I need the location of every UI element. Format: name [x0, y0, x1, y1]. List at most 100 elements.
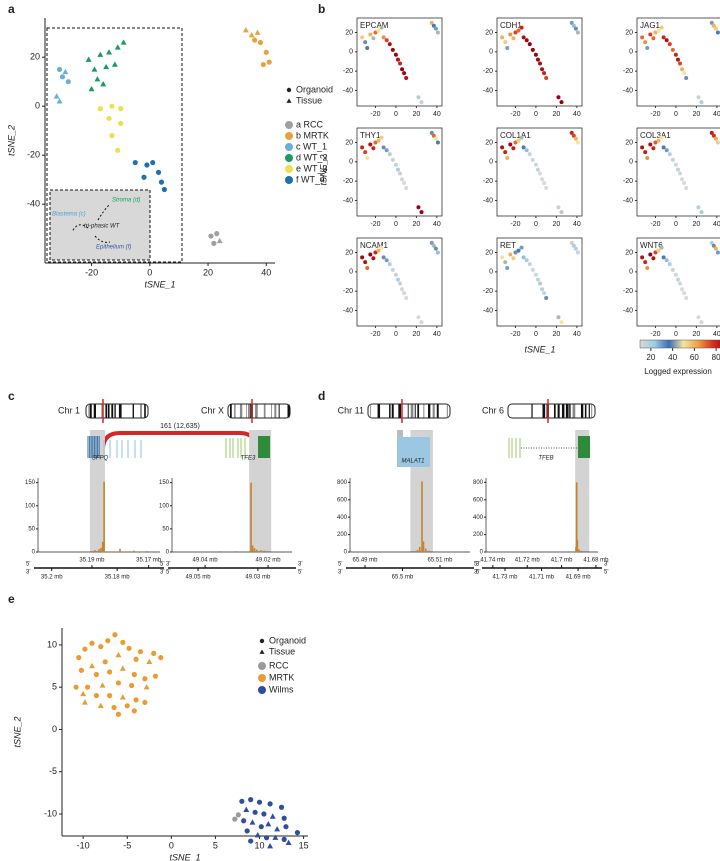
x-tick-label: -10	[77, 840, 90, 850]
y-tick-label: 0	[349, 269, 353, 276]
chromosome-label: Chr 6	[482, 405, 504, 415]
legend-swatch	[285, 165, 293, 173]
point	[571, 23, 576, 28]
point	[648, 252, 653, 257]
point	[416, 315, 421, 320]
point	[393, 272, 398, 277]
y-tick-label: 5	[52, 682, 57, 692]
point	[65, 79, 71, 85]
coverage-bar	[119, 548, 121, 552]
y-tick-label: -10	[44, 808, 57, 818]
point	[244, 828, 250, 834]
point	[648, 32, 653, 37]
panel-title: NCAM1	[360, 241, 389, 250]
point	[402, 291, 407, 296]
point	[283, 824, 289, 830]
point	[682, 71, 687, 76]
point	[678, 171, 683, 176]
point	[59, 74, 66, 80]
panel-frame	[496, 127, 583, 217]
point	[544, 75, 549, 80]
point	[667, 152, 672, 157]
y-tick-label: 800	[473, 480, 484, 486]
x-tick-label: 20	[412, 111, 420, 118]
strand-label: 5'	[26, 562, 30, 568]
coverage-bar	[100, 547, 102, 552]
y-tick-label: 400	[473, 515, 484, 521]
point	[404, 75, 409, 80]
coverage-bar	[422, 541, 425, 552]
point	[542, 71, 547, 76]
point	[656, 138, 661, 143]
band	[432, 404, 435, 418]
strand-label: 3'	[160, 570, 164, 576]
point	[661, 255, 666, 260]
point	[542, 181, 547, 186]
point	[675, 167, 680, 172]
point	[696, 95, 701, 100]
point	[711, 133, 716, 138]
point	[540, 287, 545, 292]
point	[129, 682, 135, 689]
point	[500, 255, 505, 260]
legend-marker	[259, 649, 265, 654]
x-tick-label: 0	[394, 221, 398, 228]
panel-title: COL3A1	[640, 131, 671, 140]
legend-marker	[286, 87, 292, 93]
coverage-bar	[427, 550, 430, 552]
point	[429, 130, 434, 135]
y-tick-label: -40	[483, 307, 493, 314]
legend-swatch	[285, 121, 293, 129]
point	[433, 136, 438, 141]
point	[294, 830, 301, 836]
band	[245, 404, 247, 418]
point	[508, 252, 513, 257]
point	[667, 262, 672, 267]
point	[404, 185, 409, 190]
band	[580, 404, 584, 418]
y-tick-label: 150	[159, 480, 170, 486]
point	[542, 291, 547, 296]
y-tick-label: -20	[27, 150, 40, 160]
point	[93, 671, 99, 678]
point	[538, 61, 543, 66]
point	[653, 250, 658, 255]
point	[511, 36, 516, 41]
point	[98, 644, 104, 650]
point	[664, 148, 669, 153]
y-tick-label: 20	[345, 249, 353, 256]
coverage-bar	[235, 551, 237, 552]
band	[377, 404, 381, 418]
point	[99, 682, 106, 688]
x-tick-label: 20	[552, 221, 560, 228]
band	[107, 404, 110, 418]
gene-label: TFEB	[538, 456, 553, 462]
coverage-bar	[577, 549, 580, 552]
point	[360, 35, 365, 40]
y-tick-label: 0	[629, 49, 633, 56]
point	[143, 684, 150, 690]
panel-label: c	[8, 389, 15, 403]
band	[389, 404, 391, 418]
point	[62, 68, 69, 75]
point	[115, 680, 122, 686]
y-tick-label: -40	[343, 197, 353, 204]
point	[257, 39, 264, 46]
coverage-bar	[255, 549, 258, 552]
y-tick-label: 100	[159, 503, 170, 509]
point	[115, 147, 121, 153]
point	[670, 267, 675, 272]
point	[511, 256, 516, 261]
point	[232, 816, 238, 822]
y-tick-label: 0	[349, 159, 353, 166]
point	[678, 61, 683, 66]
ideogram	[227, 403, 291, 419]
x-tick-label: 35.19 mb	[79, 558, 105, 564]
point	[435, 250, 440, 255]
legend-label: d WT_2	[296, 152, 328, 162]
y-tick-label: -20	[623, 178, 633, 185]
y-tick-label: -5	[49, 766, 57, 776]
y-tick-label: 0	[629, 159, 633, 166]
point	[645, 45, 650, 50]
point	[503, 150, 508, 155]
